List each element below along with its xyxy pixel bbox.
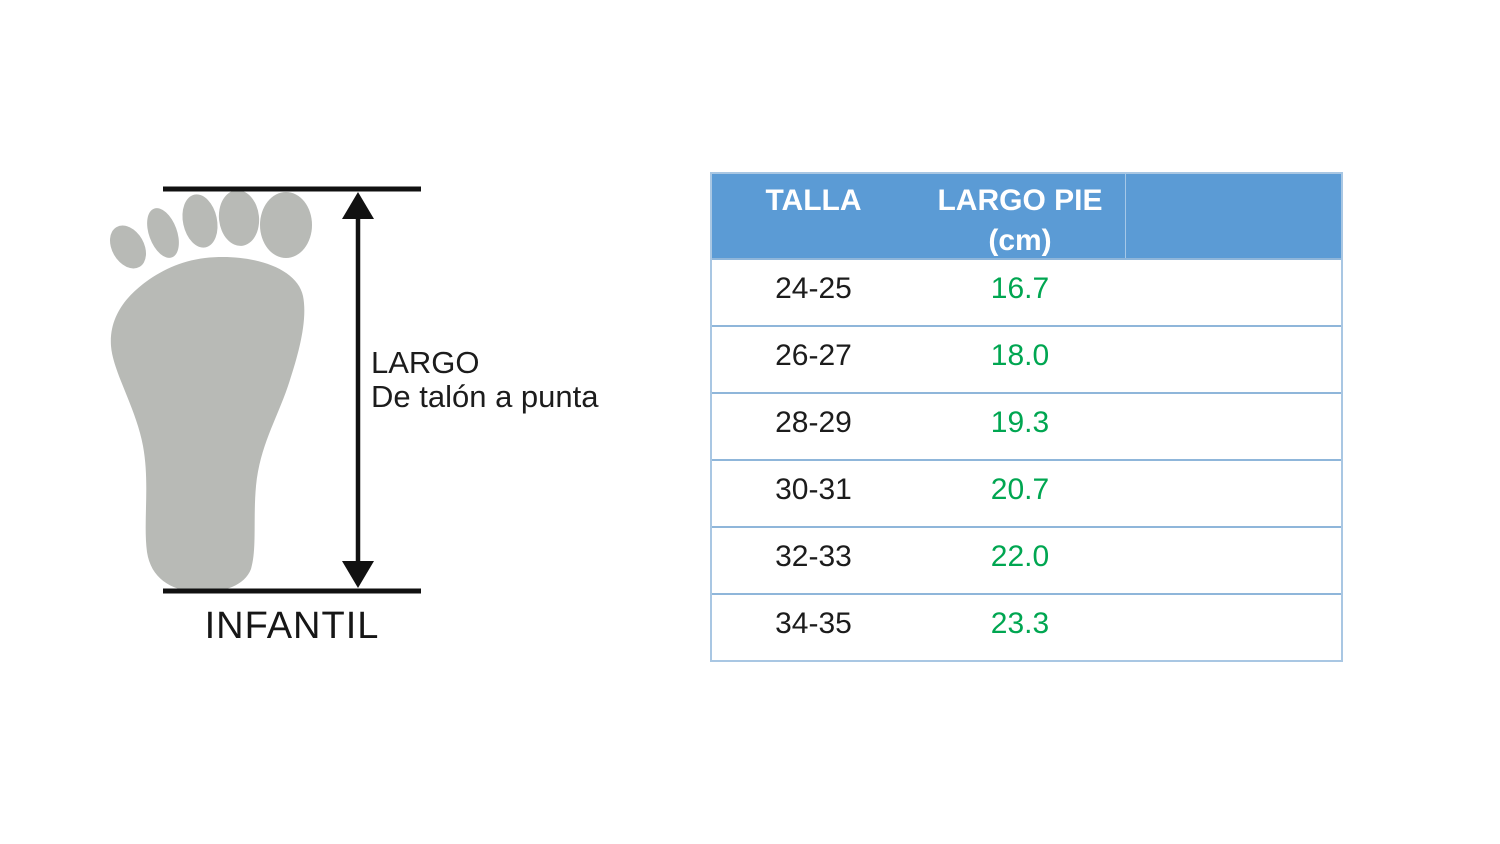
size-cell: 32-33 (775, 539, 852, 573)
size-cell: 34-35 (775, 606, 852, 640)
foot-measure-illustration (109, 186, 421, 594)
measure-label-line1: LARGO (371, 345, 480, 380)
size-table: TALLA LARGO PIE (cm) 24-25 16.7 26-27 18… (710, 172, 1343, 662)
size-cell: 24-25 (775, 271, 852, 305)
measure-lines (163, 186, 421, 594)
empty-cell (1125, 490, 1341, 498)
length-cell: 19.3 (990, 405, 1050, 439)
table-row: 32-33 22.0 (712, 526, 1341, 593)
header-empty-column (1125, 174, 1341, 258)
empty-cell (1125, 624, 1341, 632)
length-cell: 22.0 (990, 539, 1050, 573)
header-largo-pie: LARGO PIE (cm) (915, 174, 1125, 258)
measure-arrowheads (342, 192, 374, 588)
empty-cell (1125, 557, 1341, 565)
footprint-icon (109, 190, 312, 593)
measure-label-line2: De talón a punta (371, 379, 599, 414)
table-row: 26-27 18.0 (712, 325, 1341, 392)
length-cell: 23.3 (990, 606, 1050, 640)
size-cell: 26-27 (775, 338, 852, 372)
header-largo-line1: LARGO PIE (937, 184, 1103, 217)
length-cell: 16.7 (990, 271, 1050, 305)
size-table-header: TALLA LARGO PIE (cm) (712, 174, 1341, 258)
empty-cell (1125, 356, 1341, 364)
table-row: 34-35 23.3 (712, 593, 1341, 660)
size-cell: 30-31 (775, 472, 852, 506)
measure-label: LARGO De talón a punta (371, 346, 599, 414)
empty-cell (1125, 289, 1341, 297)
category-label: INFANTIL (204, 605, 380, 647)
arrow-up-icon (342, 192, 374, 219)
header-talla: TALLA (765, 184, 862, 217)
length-cell: 18.0 (990, 338, 1050, 372)
header-largo-line2: (cm) (988, 224, 1052, 257)
length-cell: 20.7 (990, 472, 1050, 506)
size-cell: 28-29 (775, 405, 852, 439)
arrow-down-icon (342, 561, 374, 588)
table-row: 24-25 16.7 (712, 258, 1341, 325)
table-row: 28-29 19.3 (712, 392, 1341, 459)
table-row: 30-31 20.7 (712, 459, 1341, 526)
empty-cell (1125, 423, 1341, 431)
